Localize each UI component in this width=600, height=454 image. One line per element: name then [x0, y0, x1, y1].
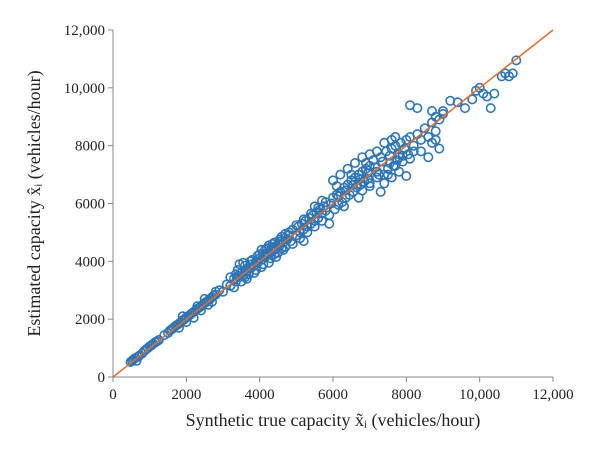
x-tick-label: 6000: [318, 387, 348, 403]
scatter-point: [342, 163, 353, 174]
scatter-point: [298, 236, 309, 247]
y-tick-label: 8000: [75, 139, 105, 155]
scatter-point: [309, 201, 320, 212]
scatter-point: [278, 244, 289, 255]
scatter-point: [371, 146, 382, 157]
scatter-point: [152, 336, 163, 347]
scatter-point: [467, 94, 478, 105]
scatter-point: [415, 146, 426, 157]
y-tick-label: 4000: [75, 254, 105, 270]
scatter-point: [324, 218, 335, 229]
identity-line: [112, 29, 554, 378]
scatter-point: [263, 240, 274, 251]
scatter-point: [489, 88, 500, 99]
plot-area: 0 2000 4000 6000 8000 10,000 12,000 0 2000 4000 6…: [64, 23, 574, 403]
scatter-point: [459, 103, 470, 114]
scatter-point: [357, 185, 368, 196]
scatter-point: [269, 237, 280, 248]
scatter-point: [326, 198, 337, 209]
scatter-point: [430, 126, 441, 137]
scatter-point: [316, 195, 327, 206]
scatter-point: [291, 220, 302, 231]
scatter-point: [386, 172, 397, 183]
x-tick-label: 0: [109, 387, 117, 403]
scatter-point: [298, 214, 309, 225]
scatter-point: [364, 178, 375, 189]
scatter-point: [393, 166, 404, 177]
y-axis-ticks: 0 2000 4000 6000 8000 10,000 12,000: [64, 23, 113, 386]
x-tick-label: 12,000: [532, 387, 573, 403]
scatter-point: [280, 228, 291, 239]
x-tick-label: 4000: [245, 387, 275, 403]
scatter-point: [434, 143, 445, 154]
scatter-point: [412, 103, 423, 114]
scatter-point: [423, 152, 434, 163]
scatter-point: [375, 186, 386, 197]
x-tick-label: 8000: [391, 387, 421, 403]
scatter-point: [403, 149, 414, 160]
scatter-point: [511, 55, 522, 66]
scatter-point: [404, 153, 415, 164]
scatter-point: [302, 227, 313, 238]
scatter-point: [349, 158, 360, 169]
scatter-point: [245, 256, 256, 267]
scatter-point: [430, 111, 441, 122]
scatter-point: [263, 257, 274, 268]
scatter-point: [401, 171, 412, 182]
scatter-point: [364, 181, 375, 192]
y-tick-label: 10,000: [64, 81, 105, 97]
scatter-point: [249, 267, 260, 278]
scatter-point: [338, 201, 349, 212]
x-tick-label: 2000: [171, 387, 201, 403]
scatter-point: [238, 257, 249, 268]
x-tick-label: 10,000: [459, 387, 500, 403]
scatter-point: [309, 221, 320, 232]
y-tick-label: 12,000: [64, 23, 105, 39]
y-tick-label: 2000: [75, 312, 105, 328]
scatter-point: [327, 175, 338, 186]
x-axis-ticks: 0 2000 4000 6000 8000 10,000 12,000: [109, 377, 574, 403]
scatter-point: [485, 103, 496, 114]
scatter-point: [507, 68, 518, 79]
y-axis-title: Estimated capacity x̂ᵢ (vehicles/hour): [24, 70, 45, 336]
scatter-point: [335, 169, 346, 180]
scatter-point: [390, 132, 401, 143]
scatter-point: [229, 282, 240, 293]
x-axis-title: Synthetic true capacity x̃ᵢ (vehicles/ho…: [186, 410, 481, 431]
scatter-point: [256, 262, 267, 273]
scatter-point: [379, 178, 390, 189]
scatter-point: [437, 106, 448, 117]
scatter-point: [408, 140, 419, 151]
y-tick-label: 0: [98, 370, 106, 386]
scatter-point: [153, 334, 164, 345]
scatter-point: [256, 244, 267, 255]
scatter-point: [230, 269, 241, 280]
y-tick-label: 6000: [75, 197, 105, 213]
scatter-point: [287, 239, 298, 250]
scatter-point: [430, 134, 441, 145]
scatter-point: [225, 272, 236, 283]
scatter-point: [241, 273, 252, 284]
